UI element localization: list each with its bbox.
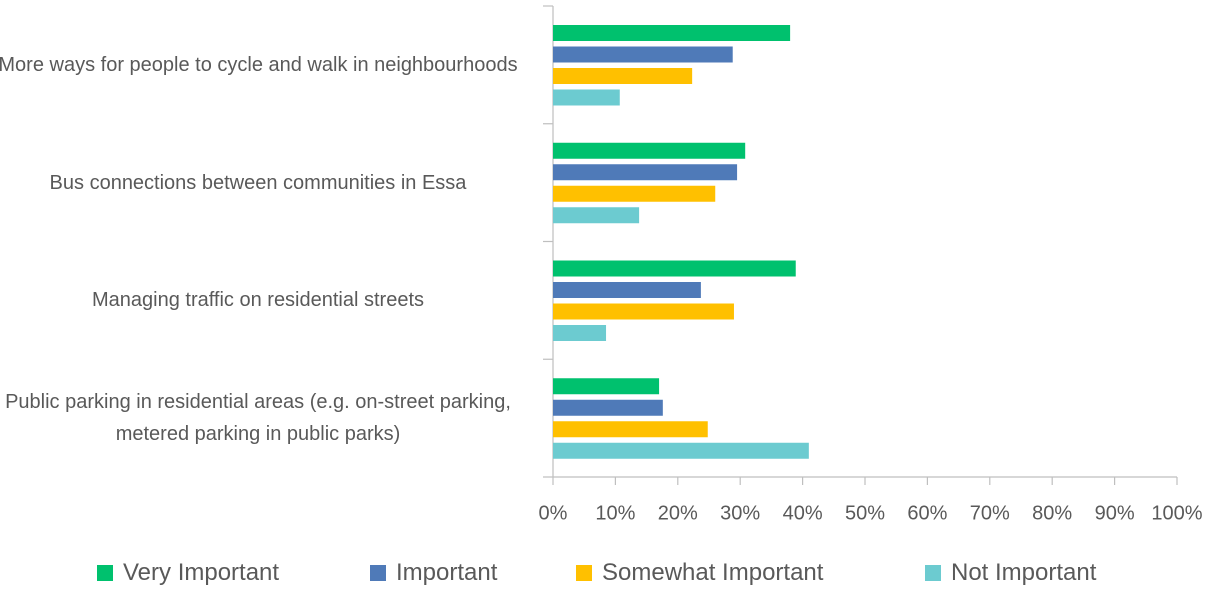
bar	[553, 303, 734, 320]
x-tick-label: 70%	[970, 502, 1010, 524]
bar	[553, 421, 708, 438]
legend-swatch	[97, 565, 113, 581]
x-tick-label: 80%	[1032, 502, 1072, 524]
x-tick-label: 60%	[907, 502, 947, 524]
bar	[553, 185, 716, 202]
category-label: Bus connections between communities in E…	[49, 171, 467, 194]
category-label: Managing traffic on residential streets	[91, 289, 425, 312]
bar	[553, 164, 738, 181]
category-label: More ways for people to cycle and walk i…	[0, 53, 518, 76]
bar	[553, 25, 791, 41]
legend-item: Not Important	[925, 559, 1097, 586]
legend-item: Somewhat Important	[576, 559, 824, 586]
bar	[553, 46, 733, 63]
x-tick-label: 30%	[720, 502, 760, 524]
x-tick-label: 100%	[1151, 502, 1202, 524]
x-tick-label: 20%	[658, 502, 698, 524]
legend-swatch	[576, 565, 592, 581]
bar	[553, 378, 660, 395]
bar	[553, 260, 796, 277]
bar	[553, 399, 663, 416]
bar	[553, 325, 607, 341]
legend-swatch	[370, 565, 386, 581]
x-tick-label: 40%	[783, 502, 823, 524]
legend-label: Somewhat Important	[602, 559, 824, 586]
bar	[553, 442, 809, 459]
x-tick-label: 0%	[539, 502, 568, 524]
bar	[553, 142, 746, 159]
legend-label: Important	[396, 559, 498, 586]
bar	[553, 89, 620, 106]
x-tick-label: 90%	[1095, 502, 1135, 524]
bar	[553, 207, 640, 224]
legend-item: Important	[370, 559, 498, 586]
x-tick-label: 10%	[595, 502, 635, 524]
bar	[553, 282, 701, 298]
x-tick-label: 50%	[845, 502, 885, 524]
legend-swatch	[925, 565, 941, 581]
legend-label: Not Important	[951, 559, 1097, 586]
legend-item: Very Important	[97, 559, 280, 586]
category-label: Public parking in residential areas (e.g…	[5, 391, 511, 446]
legend-label: Very Important	[123, 559, 280, 586]
bar	[553, 68, 693, 84]
